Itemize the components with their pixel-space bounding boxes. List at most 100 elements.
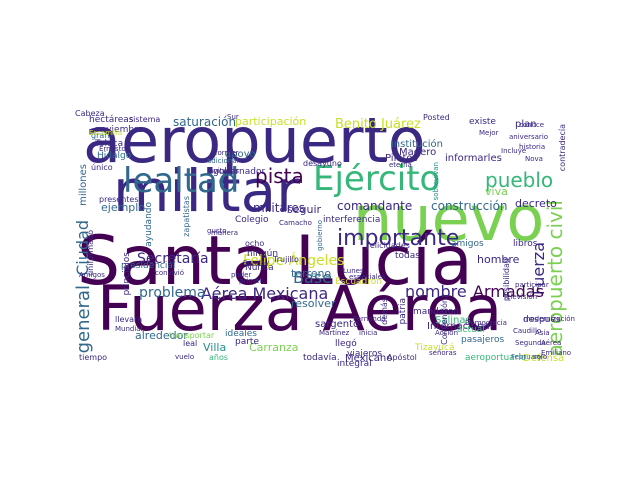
cloud-word: llevara	[115, 315, 143, 324]
cloud-word: Incluye	[501, 147, 527, 155]
cloud-word: aeroportuario	[465, 353, 527, 363]
cloud-word: apoyo	[225, 149, 256, 160]
cloud-word: Fernando	[353, 315, 386, 323]
cloud-word: seguir	[287, 203, 322, 216]
cloud-word: sargento	[315, 319, 360, 330]
cloud-word: Ernesto	[99, 145, 126, 153]
cloud-word: lealtad	[123, 161, 240, 201]
cloud-word: tiempo	[79, 353, 108, 362]
cloud-word: problema	[139, 285, 206, 301]
cloud-word: uniformado	[86, 230, 95, 276]
cloud-word: amigos	[451, 239, 484, 249]
cloud-word: Secretaría	[137, 251, 209, 267]
cloud-word: Benito Juárez	[335, 117, 421, 132]
cloud-word: aniversario	[509, 133, 549, 141]
cloud-word: Acción	[435, 329, 459, 337]
cloud-word: alrededor	[135, 329, 188, 342]
cloud-word: Salinas	[435, 315, 471, 326]
cloud-word: Asia	[535, 329, 550, 337]
cloud-word: decreto	[515, 197, 557, 210]
cloud-word: Armadas	[473, 282, 544, 301]
cloud-word: institución	[391, 139, 444, 150]
cloud-word: adicional	[207, 157, 239, 165]
cloud-word: felicidades	[367, 241, 410, 250]
cloud-word: modernización	[523, 315, 575, 323]
cloud-word: Televisión	[503, 293, 538, 301]
cloud-word: contradecía	[558, 124, 567, 172]
cloud-word: Toluca	[95, 139, 124, 149]
cloud-word: Fuerza Aérea	[97, 272, 503, 345]
cloud-word: February	[511, 353, 543, 361]
cloud-word: Escamilla	[89, 129, 123, 137]
cloud-word: patria	[398, 298, 408, 325]
cloud-word: Segunda	[515, 339, 546, 347]
cloud-word: gobierno	[316, 220, 324, 251]
cloud-word: Emiliano	[541, 349, 572, 357]
cloud-word: único	[91, 163, 113, 172]
cloud-word: militar	[113, 157, 300, 225]
cloud-word: viajeros	[347, 349, 383, 359]
cloud-word: resolver	[291, 297, 336, 310]
cloud-word: convivió	[155, 269, 185, 277]
cloud-word: sistema	[129, 115, 161, 124]
cloud-word: Madero	[399, 147, 437, 158]
cloud-word: Lunes	[343, 267, 364, 275]
cloud-word: pasajeros	[461, 335, 505, 345]
cloud-word: participación	[235, 115, 307, 128]
cloud-word: mandaron	[413, 307, 459, 317]
cloud-word: Defensa	[523, 353, 565, 364]
cloud-word: saturación	[173, 115, 237, 129]
cloud-word: solo	[533, 353, 548, 361]
cloud-word: terreno	[291, 267, 332, 280]
cloud-word: primer	[239, 277, 263, 285]
cloud-word: historia	[519, 143, 546, 151]
cloud-word: importante	[337, 226, 460, 251]
cloud-word: todavía	[303, 353, 337, 363]
cloud-word: Nunca	[245, 263, 274, 273]
cloud-word: presentes	[99, 195, 139, 204]
cloud-word: Hidalgo	[97, 151, 132, 161]
cloud-word: Felipe Ángeles	[243, 253, 345, 269]
cloud-word: plan	[515, 119, 537, 130]
cloud-word: informarles	[445, 153, 502, 164]
cloud-word: former	[215, 149, 239, 157]
cloud-word: señoras	[429, 349, 457, 357]
cloud-word: llegó	[335, 339, 357, 349]
cloud-word: Base	[293, 268, 332, 287]
cloud-word: Tizayucá	[415, 343, 455, 353]
cloud-word: vuelo	[175, 353, 195, 361]
cloud-word: Trujillo	[273, 255, 299, 264]
cloud-word: inicia	[359, 329, 378, 337]
cloud-word: hombre	[477, 253, 520, 266]
cloud-word: poder	[231, 271, 252, 279]
cloud-word: desayuno	[303, 159, 342, 168]
cloud-word: Internacional	[427, 321, 493, 332]
cloud-word: gobernador	[213, 167, 266, 177]
cloud-word: leal	[183, 339, 198, 348]
cloud-word: viva	[485, 185, 508, 198]
cloud-word: Ejército	[313, 159, 441, 199]
cloud-word: Posted	[423, 113, 450, 122]
cloud-word: comandante	[337, 199, 413, 213]
cloud-word: ningún	[247, 249, 279, 259]
cloud-word: Amigos	[79, 271, 105, 279]
cloud-word: militares	[253, 201, 306, 215]
cloud-word: parte	[235, 337, 259, 347]
word-cloud: aeropuerto militar nuevo Santa Lucía Fuerza …	[75, 110, 575, 370]
cloud-word: gusto	[207, 227, 227, 235]
cloud-word: presidencial	[121, 261, 176, 271]
cloud-word: Sunday	[243, 259, 270, 267]
cloud-word: todas	[395, 251, 420, 261]
cloud-word: nombre	[405, 282, 467, 301]
cloud-word: gran	[91, 131, 110, 140]
cloud-word: años	[209, 353, 229, 362]
cloud-word: pista	[255, 164, 304, 188]
cloud-word: zapatistas	[182, 196, 191, 237]
cloud-word: invitados	[207, 167, 239, 175]
cloud-word: Mejor	[479, 129, 499, 137]
cloud-word: manera	[211, 229, 239, 237]
cloud-word: Colegio	[235, 215, 269, 225]
cloud-word: Aérea	[541, 339, 562, 347]
cloud-word: Camacho	[279, 219, 312, 227]
cloud-word: nuevo	[353, 182, 545, 255]
